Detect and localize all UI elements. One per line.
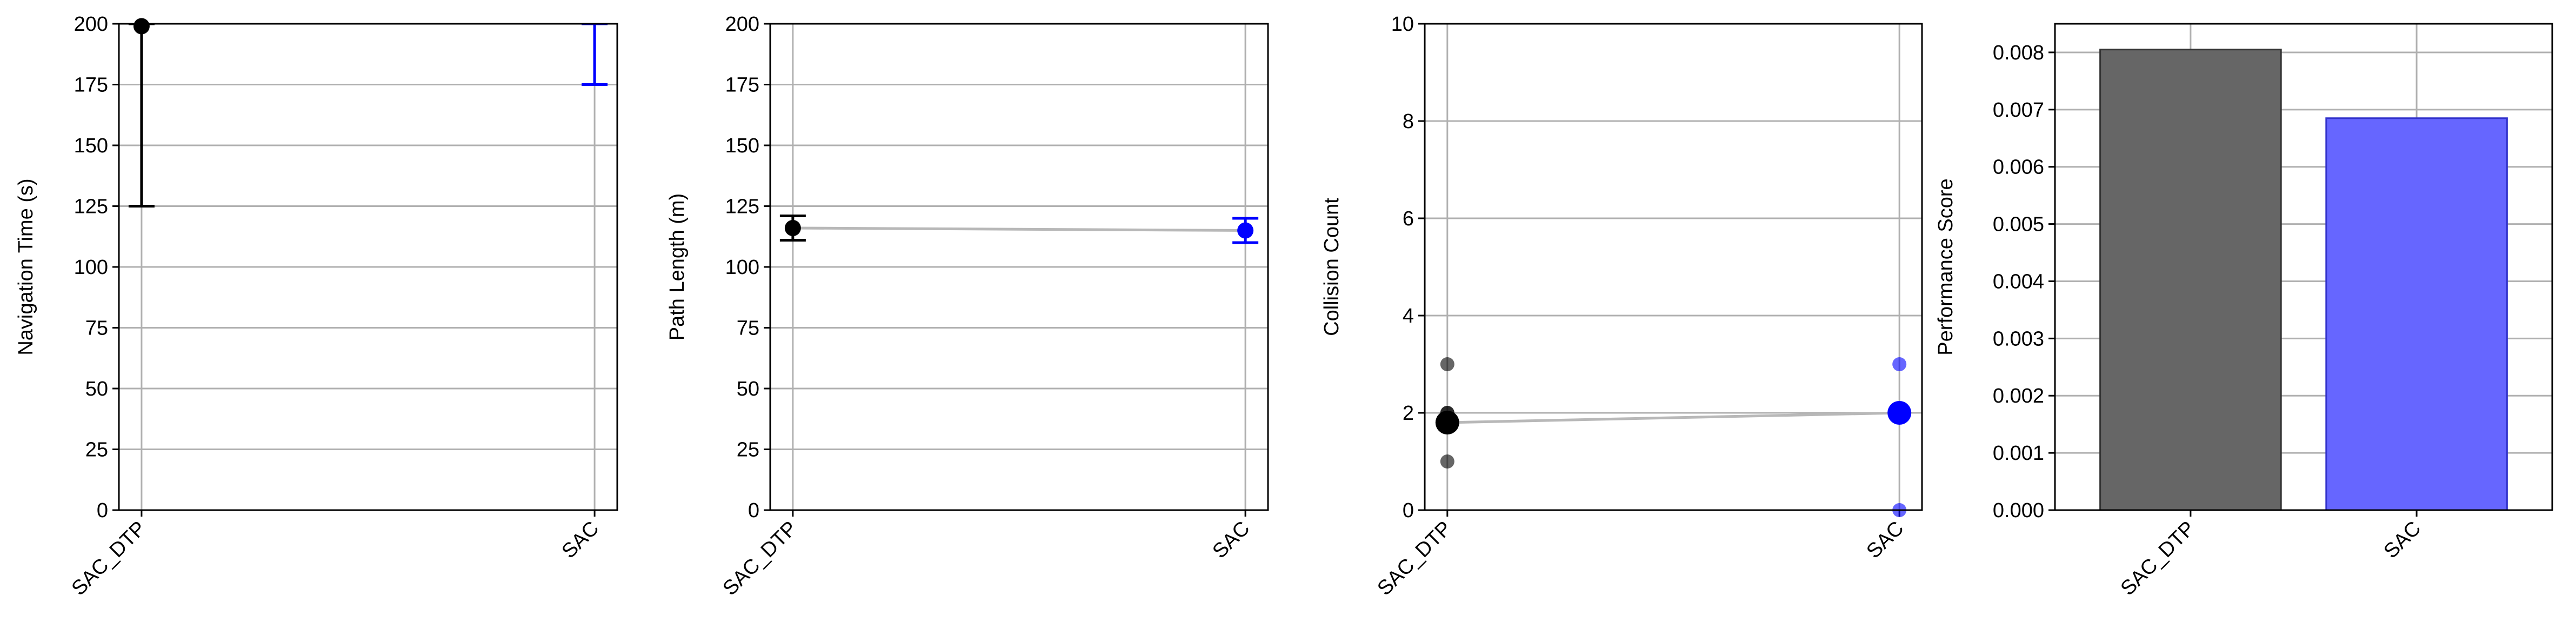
bar <box>2099 49 2282 510</box>
y-tick-label: 8 <box>1403 110 1414 133</box>
plot-area <box>1447 411 1900 424</box>
axes-frame <box>2054 23 2553 511</box>
y-tick-label: 50 <box>85 378 108 400</box>
y-tick-label: 25 <box>737 439 759 461</box>
x-tick-label: SAC_DTP <box>719 517 802 600</box>
y-tick-label: 0.000 <box>1993 499 2044 522</box>
y-axis-label: Navigation Time (s) <box>15 178 37 355</box>
y-tick-label: 175 <box>74 74 108 97</box>
x-tick-label: SAC <box>1209 517 1254 563</box>
data-point <box>1892 357 1907 371</box>
y-tick-label: 6 <box>1403 208 1414 230</box>
y-tick-label: 0 <box>1403 499 1414 522</box>
y-axis-label: Collision Count <box>1320 198 1343 336</box>
data-point <box>1440 454 1454 469</box>
bar <box>2325 117 2508 510</box>
y-tick-label: 0.006 <box>1993 156 2044 179</box>
y-tick-label: 75 <box>85 317 108 340</box>
y-tick-label: 25 <box>85 439 108 461</box>
y-axis-label: Path Length (m) <box>666 193 689 340</box>
x-tick-label: SAC_DTP <box>2117 517 2200 600</box>
y-tick-label: 50 <box>737 378 759 400</box>
y-tick-label: 0.007 <box>1993 99 2044 122</box>
y-tick-label: 125 <box>725 196 759 218</box>
y-tick-label: 2 <box>1403 402 1414 425</box>
mean-marker <box>784 220 801 236</box>
y-tick-label: 4 <box>1403 305 1414 327</box>
y-tick-label: 150 <box>74 135 108 157</box>
mean-marker <box>133 18 150 35</box>
y-tick-label: 0 <box>97 499 108 522</box>
y-tick-label: 0.004 <box>1993 270 2044 293</box>
axes-frame <box>118 23 618 511</box>
x-tick-label: SAC_DTP <box>1373 517 1457 600</box>
x-tick-label: SAC <box>2380 517 2426 563</box>
x-tick-label: SAC <box>1863 517 1908 563</box>
collision-count-chart: 0 2 4 6 8 10 SAC_DTP SAC Collision Count <box>1320 13 1923 600</box>
y-tick-label: 0.002 <box>1993 385 2044 407</box>
y-tick-label: 175 <box>725 74 759 97</box>
axes-frame <box>769 23 1269 511</box>
axes-frame <box>1424 23 1923 511</box>
mean-marker <box>1887 401 1912 425</box>
y-tick-label: 125 <box>74 196 108 218</box>
y-tick-label: 75 <box>737 317 759 340</box>
x-tick-label: SAC_DTP <box>68 517 151 600</box>
mean-connector-line <box>792 226 1246 232</box>
mean-marker <box>1237 222 1254 239</box>
y-tick-label: 100 <box>725 256 759 279</box>
plot-area <box>779 215 1259 244</box>
y-tick-label: 150 <box>725 135 759 157</box>
y-tick-label: 0.008 <box>1993 42 2044 64</box>
mean-connector-line <box>1447 411 1900 424</box>
data-point <box>1440 357 1454 371</box>
plot-area <box>2099 49 2508 510</box>
y-tick-label: 0.005 <box>1993 213 2044 236</box>
y-tick-label: 0 <box>748 499 759 522</box>
y-tick-label: 200 <box>725 13 759 36</box>
y-tick-label: 100 <box>74 256 108 279</box>
plot-area <box>128 24 608 208</box>
y-tick-label: 10 <box>1391 13 1414 36</box>
y-tick-label: 0.001 <box>1993 442 2044 465</box>
path-length-chart: 0 25 50 75 100 125 150 175 200 SAC_DTP SAC Path Len… <box>666 13 1269 600</box>
y-axis-label: Performance Score <box>1934 178 1957 355</box>
x-tick-label: SAC <box>558 517 604 563</box>
navigation-time-chart: 0 25 50 75 100 125 150 175 200 SAC_DTP SAC Navigati… <box>15 13 618 600</box>
mean-marker <box>1435 411 1459 434</box>
y-tick-label: 200 <box>74 13 108 36</box>
y-tick-label: 0.003 <box>1993 327 2044 350</box>
performance-score-chart: 0.000 0.001 0.002 0.003 0.004 0.005 0.006 0.007… <box>1934 23 2553 600</box>
